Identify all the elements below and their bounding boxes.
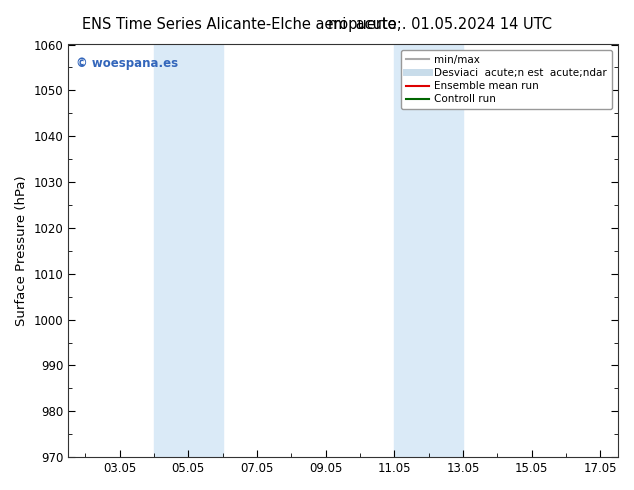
Text: mi  acute;. 01.05.2024 14 UTC: mi acute;. 01.05.2024 14 UTC xyxy=(328,17,552,32)
Bar xyxy=(154,45,223,457)
Y-axis label: Surface Pressure (hPa): Surface Pressure (hPa) xyxy=(15,175,28,326)
Legend: min/max, Desviaci  acute;n est  acute;ndar, Ensemble mean run, Controll run: min/max, Desviaci acute;n est acute;ndar… xyxy=(401,49,612,109)
Bar xyxy=(394,45,463,457)
Text: ENS Time Series Alicante-Elche aeropuerto: ENS Time Series Alicante-Elche aeropuert… xyxy=(82,17,397,32)
Text: © woespana.es: © woespana.es xyxy=(77,57,179,70)
